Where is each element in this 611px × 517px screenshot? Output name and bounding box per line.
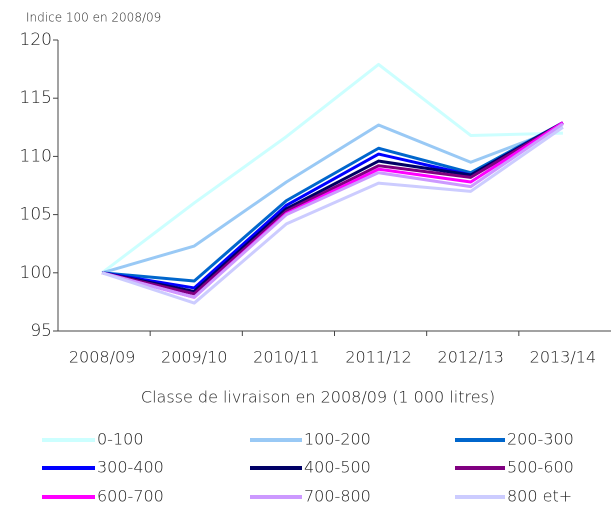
legend-label: 700-800 — [304, 487, 371, 506]
series-line — [101, 121, 564, 299]
x-tick-label: 2012/13 — [438, 348, 504, 367]
x-tick-label: 2008/09 — [69, 348, 135, 367]
legend-label: 800 et+ — [507, 487, 572, 506]
x-tick-label: 2013/14 — [530, 348, 596, 367]
x-axis-label: Classe de livraison en 2008/09 (1 000 li… — [141, 388, 495, 407]
x-tick-label: 2011/12 — [345, 348, 411, 367]
series-line — [101, 121, 564, 283]
legend-label: 200-300 — [507, 430, 574, 449]
series-line — [101, 123, 564, 275]
y-tick-label: 120 — [20, 30, 52, 50]
x-tick-label: 2010/11 — [253, 348, 319, 367]
x-tick-label: 2009/10 — [161, 348, 227, 367]
legend-label: 500-600 — [507, 458, 574, 477]
y-tick-label: 100 — [20, 263, 52, 283]
y-tick-label: 95 — [30, 321, 52, 341]
subtitle: Indice 100 en 2008/09 — [26, 11, 161, 25]
y-tick-label: 115 — [20, 88, 52, 108]
legend-label: 600-700 — [97, 487, 164, 506]
legend-label: 400-500 — [304, 458, 371, 477]
series-line — [101, 121, 564, 296]
y-tick-label: 105 — [20, 205, 52, 225]
y-tick-label: 110 — [20, 146, 52, 166]
series-line — [101, 122, 564, 299]
legend-label: 100-200 — [304, 430, 371, 449]
series-line — [101, 121, 564, 293]
legend-label: 300-400 — [97, 458, 164, 477]
series-line — [101, 121, 564, 290]
series-line — [101, 126, 564, 305]
legend-label: 0-100 — [97, 430, 144, 449]
series-line — [101, 62, 563, 274]
